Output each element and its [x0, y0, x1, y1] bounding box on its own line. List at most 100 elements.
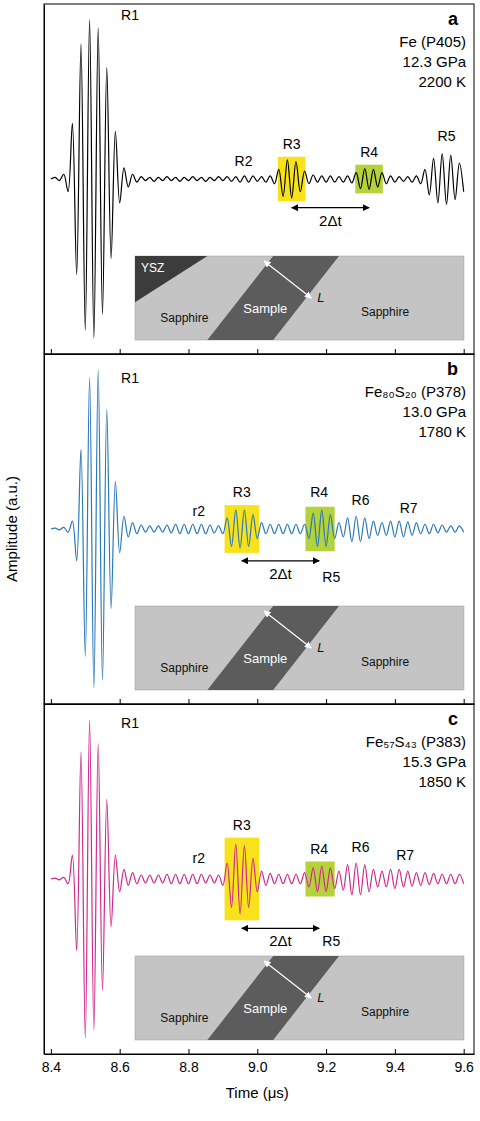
inset-ysz: [135, 256, 207, 302]
x-axis: 8.48.68.89.09.29.49.6: [42, 1049, 475, 1075]
x-tick-mark: [326, 1049, 327, 1054]
x-tick: [257, 349, 258, 354]
peak-label: R1: [121, 370, 139, 386]
inset-background: [135, 956, 464, 1040]
x-tick-label: 9.4: [386, 1059, 406, 1075]
panel-letter: b: [447, 359, 458, 379]
panel-temperature: 2200 K: [418, 73, 466, 90]
x-tick: [257, 699, 258, 704]
inset-label: Sapphire: [361, 655, 409, 669]
inset-label: Sapphire: [160, 1011, 208, 1025]
peak-label: R4: [310, 841, 328, 857]
inset-thickness-arrow: [264, 961, 311, 998]
y-axis-line: [44, 705, 45, 1055]
peak-label: R1: [121, 7, 139, 23]
inset: YSZSampleSapphireSapphireL: [135, 256, 464, 340]
panel: 8.48.68.89.09.29.49.6R1r2R3R4R5R6R72ΔtcF…: [42, 704, 475, 1075]
x-axis-line: [45, 1054, 475, 1055]
x-tick: [464, 699, 465, 704]
peak-label: R7: [400, 500, 418, 516]
interval-label: 2Δt: [269, 932, 292, 949]
peak-label: R3: [233, 817, 251, 833]
x-tick-label: 8.4: [42, 1059, 62, 1075]
y-axis-line: [44, 5, 45, 355]
panel-temperature: 1850 K: [418, 773, 466, 790]
x-tick-mark: [464, 699, 465, 704]
y-axis-title: Amplitude (a.u.): [3, 476, 20, 582]
peak-label: R6: [352, 839, 370, 855]
x-tick: [326, 699, 327, 704]
y-axis-line: [44, 355, 45, 705]
inset-label: YSZ: [141, 261, 164, 275]
panel-title: Fe₈₀S₂₀ (P378): [365, 383, 466, 400]
x-tick-mark: [395, 699, 396, 704]
inset-label: Sample: [243, 1001, 287, 1016]
x-tick: [395, 699, 396, 704]
inset-label: Sapphire: [361, 305, 409, 319]
x-tick: [120, 699, 121, 704]
peak-label: R7: [396, 847, 414, 863]
peak-label: R5: [322, 569, 340, 585]
x-tick: 8.8: [179, 1049, 199, 1075]
x-tick-mark: [326, 349, 327, 354]
inset-label: L: [317, 290, 324, 305]
peak-label: R3: [283, 136, 301, 152]
x-tick-mark: [464, 1049, 465, 1054]
x-tick-mark: [188, 349, 189, 354]
x-tick-mark: [257, 349, 258, 354]
inset-label: L: [317, 640, 324, 655]
x-tick: [326, 349, 327, 354]
x-tick-mark: [188, 1049, 189, 1054]
x-tick: 8.6: [110, 1049, 130, 1075]
panel: R1R2R3R4R52ΔtaFe (P405)12.3 GPa2200 KYSZ…: [44, 4, 475, 355]
inset-sample: [207, 256, 339, 340]
y-axis: [44, 5, 45, 355]
x-tick-mark: [257, 699, 258, 704]
inset-sample: [207, 956, 339, 1040]
panel-frame: [44, 704, 474, 1054]
panel-pressure: 12.3 GPa: [403, 53, 467, 70]
panel-temperature: 1780 K: [418, 423, 466, 440]
panel-frame: [44, 4, 474, 354]
inset-label: Sapphire: [160, 311, 208, 325]
interval-label: 2Δt: [319, 212, 342, 229]
inset: Sample Sapphire Sapphire L: [135, 606, 464, 690]
x-tick-mark: [51, 1049, 52, 1054]
x-tick-mark: [51, 349, 52, 354]
x-tick: [120, 349, 121, 354]
peak-label: R5: [322, 933, 340, 949]
inset-thickness-arrow: [264, 261, 311, 298]
x-tick: 9.2: [317, 1049, 337, 1075]
x-tick-label: 8.6: [110, 1059, 130, 1075]
panel-pressure: 15.3 GPa: [403, 753, 467, 770]
inset-label: Sample: [243, 651, 287, 666]
x-tick-mark: [326, 699, 327, 704]
x-tick-mark: [51, 699, 52, 704]
panel: R1r2R3R4R5R6R72ΔtbFe₈₀S₂₀ (P378)13.0 GPa…: [44, 354, 475, 705]
panel-letter: c: [448, 709, 458, 729]
x-tick: [188, 349, 189, 354]
x-tick-label: 8.8: [179, 1059, 199, 1075]
x-tick-mark: [120, 349, 121, 354]
x-tick: 9.4: [386, 1049, 406, 1075]
panel-letter: a: [448, 9, 459, 29]
panel-title: Fe₅₇S₄₃ (P383): [366, 733, 466, 750]
inset-label: L: [317, 990, 324, 1005]
inset-label: Sapphire: [160, 661, 208, 675]
x-tick: [464, 349, 465, 354]
peak-label: r2: [193, 503, 206, 519]
x-tick-label: 9.6: [454, 1059, 474, 1075]
peak-label: R3: [233, 484, 251, 500]
peak-label: R1: [121, 715, 139, 731]
x-tick-mark: [120, 1049, 121, 1054]
inset-thickness-arrow: [264, 611, 311, 648]
x-tick-mark: [395, 349, 396, 354]
interval-arrow: [242, 928, 319, 929]
peak-label: R6: [352, 492, 370, 508]
x-tick: [188, 699, 189, 704]
y-axis: [44, 355, 45, 705]
x-tick: 9.6: [454, 1049, 474, 1075]
x-tick-mark: [120, 699, 121, 704]
peak-label: R4: [310, 484, 328, 500]
x-axis-title: Time (μs): [226, 1084, 289, 1101]
